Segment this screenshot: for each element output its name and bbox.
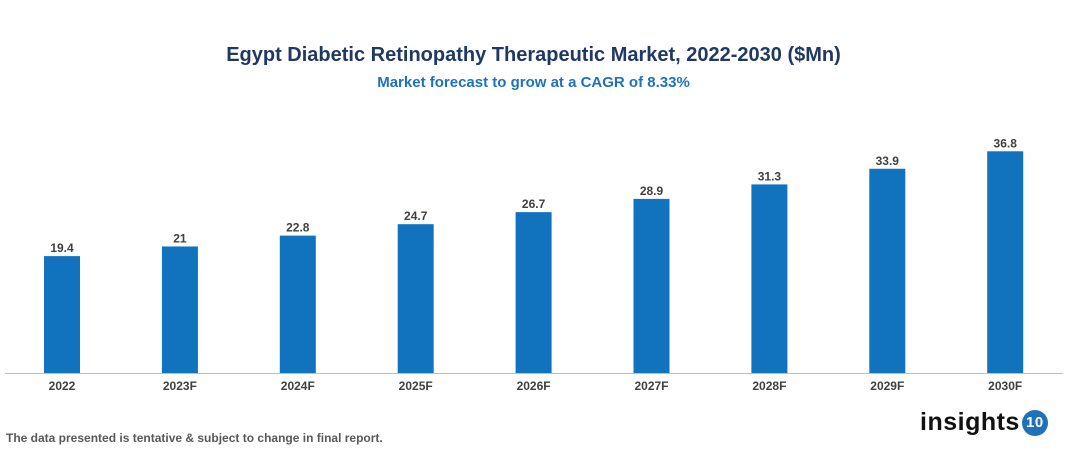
logo-text: insights [920,408,1020,436]
x-tick-label: 2022 [49,379,76,393]
chart-title: Egypt Diabetic Retinopathy Therapeutic M… [226,44,841,66]
data-label: 24.7 [404,209,428,223]
data-label: 26.7 [522,197,546,211]
bar [515,212,552,373]
x-tick-label: 2029F [870,379,904,393]
bar [161,246,198,373]
bar [397,224,434,373]
data-label: 28.9 [640,184,664,198]
bar [44,256,80,373]
chart-subtitle: Market forecast to grow at a CAGR of 8.3… [377,74,690,91]
bar [751,184,788,373]
bar [987,151,1024,373]
bar [279,235,316,373]
x-tick-label: 2025F [399,379,433,393]
insights10-logo: insights 10 [920,408,1048,437]
bar [869,168,906,373]
x-tick-label: 2024F [281,379,315,393]
x-tick-label: 2030F [988,379,1022,393]
data-label: 21 [173,231,187,245]
x-tick-label: 2026F [517,379,551,393]
disclaimer-note: The data presented is tentative & subjec… [6,431,383,445]
x-tick-label: 2028F [752,379,786,393]
bar [633,198,670,373]
x-tick-label: 2023F [163,379,197,393]
data-label: 33.9 [876,154,900,168]
data-label: 19.4 [50,241,74,255]
data-label: 31.3 [758,169,782,183]
data-label: 22.8 [286,221,310,235]
logo-badge: 10 [1021,409,1048,436]
x-tick-label: 2027F [634,379,668,393]
data-label: 36.8 [994,136,1018,150]
